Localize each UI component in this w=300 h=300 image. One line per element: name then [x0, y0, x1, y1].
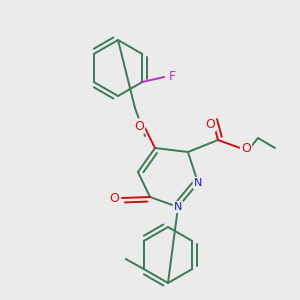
Text: N: N: [174, 202, 182, 212]
Text: O: O: [134, 119, 144, 133]
Text: O: O: [241, 142, 251, 154]
Text: N: N: [194, 178, 202, 188]
Text: O: O: [109, 191, 119, 205]
Text: O: O: [205, 118, 215, 130]
Text: F: F: [169, 70, 176, 83]
